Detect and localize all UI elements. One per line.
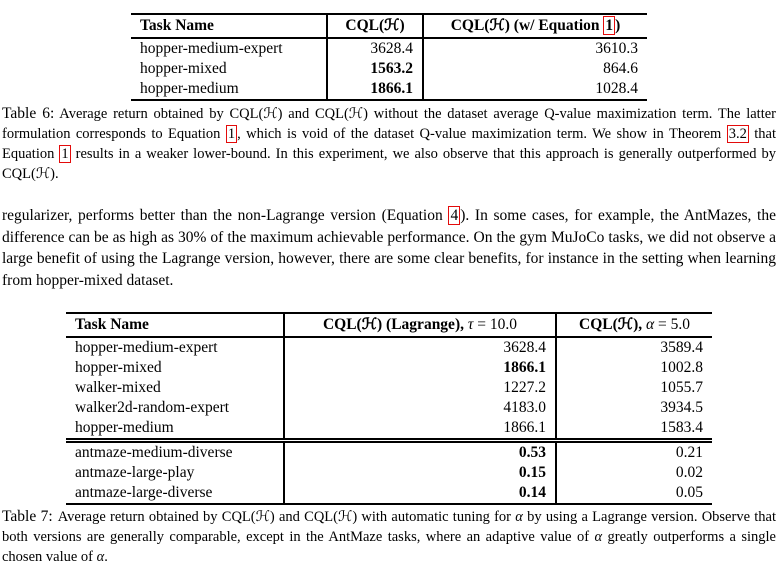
text-segment: = 5.0 [654, 316, 690, 333]
value-cell: 3610.3 [422, 38, 647, 59]
value-cell: 1563.2 [326, 59, 423, 79]
ref-link[interactable]: 1 [59, 145, 71, 163]
header-row: Task Name CQL(ℋ) CQL(ℋ) (w/ Equation 1) [131, 14, 647, 38]
value-cell: 3589.4 [555, 337, 712, 358]
col-header-value-2: CQL(ℋ), α = 5.0 [555, 313, 712, 337]
value-cell: 1028.4 [422, 79, 647, 100]
table-6-caption-label: Table 6: [2, 105, 55, 122]
col-header-task: Task Name [140, 17, 214, 34]
value-cell: 1002.8 [555, 358, 712, 378]
text-segment: τ [467, 316, 474, 333]
task-cell: hopper-mixed [75, 359, 162, 376]
task-cell: walker2d-random-expert [75, 399, 230, 416]
table-6-caption: Table 6: Average return obtained by CQL(ℋ… [2, 104, 776, 184]
table-row: antmaze-large-diverse 0.14 0.05 [66, 483, 712, 504]
text-segment: α [515, 509, 523, 525]
text-segment: by using a Lagrange version. Observe tha… [2, 509, 776, 545]
task-cell: hopper-mixed [140, 60, 227, 77]
value-cell: 1055.7 [555, 378, 712, 398]
value-cell: 1227.2 [283, 378, 556, 398]
task-cell: hopper-medium [140, 80, 239, 97]
task-cell: antmaze-large-play [75, 464, 195, 481]
body-paragraph: regularizer, performs better than the no… [2, 205, 776, 291]
table-row: antmaze-medium-diverse 0.53 0.21 [66, 440, 712, 463]
text-segment: CQL(ℋ) (w/ Equation [450, 17, 604, 34]
value-cell: 0.15 [283, 463, 556, 483]
value-cell: 864.6 [422, 59, 647, 79]
value-cell: 0.14 [283, 483, 556, 504]
task-cell: hopper-medium [75, 419, 174, 436]
value-cell: 1866.1 [283, 358, 556, 378]
text-segment: CQL(ℋ) [345, 17, 405, 34]
table-row: walker2d-random-expert 4183.0 3934.5 [66, 398, 712, 418]
ref-link[interactable]: 1 [225, 125, 238, 143]
task-cell: walker-mixed [75, 379, 161, 396]
value-cell: 3934.5 [555, 398, 712, 418]
text-segment: . [104, 549, 108, 565]
document-page: Task Name CQL(ℋ) CQL(ℋ) (w/ Equation 1) hop… [2, 13, 776, 567]
value-cell: 0.05 [555, 483, 712, 504]
table-7-caption-text: Average return obtained by CQL(ℋ) and CQ… [2, 509, 776, 565]
header-row: Task Name CQL(ℋ) (Lagrange), τ = 10.0 CQL(… [66, 313, 712, 337]
value-cell: 0.53 [283, 440, 556, 463]
value-cell: 0.02 [555, 463, 712, 483]
text-segment: α [594, 529, 603, 545]
text-segment: = 10.0 [473, 316, 518, 333]
task-cell: antmaze-large-diverse [75, 484, 213, 501]
text-segment: ) [615, 17, 621, 34]
table-row: hopper-mixed 1563.2 864.6 [131, 59, 647, 79]
table-row: hopper-medium-expert 3628.4 3589.4 [66, 337, 712, 358]
text-segment: CQL(ℋ), [579, 316, 646, 333]
text-segment: greatly outperforms a single chosen valu… [2, 529, 776, 565]
task-cell: hopper-medium-expert [140, 40, 283, 57]
task-cell: antmaze-medium-diverse [75, 444, 233, 461]
table-row: hopper-medium 1866.1 1028.4 [131, 79, 647, 100]
text-segment: Average return obtained by CQL(ℋ) and CQ… [57, 509, 516, 525]
table-row: hopper-medium 1866.1 1583.4 [66, 418, 712, 441]
value-cell: 4183.0 [283, 398, 556, 418]
results-table-6: Task Name CQL(ℋ) CQL(ℋ) (w/ Equation 1) hop… [131, 13, 647, 101]
value-cell: 1583.4 [555, 418, 712, 441]
col-header-value-2: CQL(ℋ) (w/ Equation 1) [422, 14, 647, 38]
table-7-caption: Table 7: Average return obtained by CQL(ℋ… [2, 507, 776, 567]
table-6-caption-text: Average return obtained by CQL(ℋ) and CQ… [2, 106, 776, 182]
table-row: hopper-mixed 1866.1 1002.8 [66, 358, 712, 378]
value-cell: 0.21 [555, 440, 712, 463]
text-segment: α [96, 549, 105, 565]
table-7-caption-label: Table 7: [2, 508, 53, 525]
text-segment: that Equation [2, 126, 777, 162]
text-segment: α [645, 316, 655, 333]
text-segment: results in a weaker lower-bound. In this… [2, 146, 776, 182]
text-segment: , which is void of the dataset Q-value m… [237, 126, 727, 142]
ref-link[interactable]: 3.2 [726, 125, 749, 143]
text-segment: regularizer, performs better than the no… [2, 207, 449, 224]
col-header-value-1: CQL(ℋ) [326, 14, 423, 38]
col-header-value-1: CQL(ℋ) (Lagrange), τ = 10.0 [283, 313, 556, 337]
value-cell: 1866.1 [326, 79, 423, 100]
results-table-7: Task Name CQL(ℋ) (Lagrange), τ = 10.0 CQL(… [66, 312, 712, 505]
text-segment: ). In some cases, for example, the AntMa… [2, 207, 776, 289]
table-row: hopper-medium-expert 3628.4 3610.3 [131, 38, 647, 59]
ref-link[interactable]: 4 [448, 206, 461, 225]
value-cell: 3628.4 [326, 38, 423, 59]
task-cell: hopper-medium-expert [75, 339, 218, 356]
value-cell: 3628.4 [283, 337, 556, 358]
ref-link[interactable]: 1 [603, 16, 616, 35]
table-row: antmaze-large-play 0.15 0.02 [66, 463, 712, 483]
text-segment: CQL(ℋ) (Lagrange), [322, 316, 468, 333]
table-row: walker-mixed 1227.2 1055.7 [66, 378, 712, 398]
col-header-task: Task Name [75, 316, 149, 333]
value-cell: 1866.1 [283, 418, 556, 441]
text-segment: Average return obtained by CQL(ℋ) and CQ… [2, 106, 776, 142]
